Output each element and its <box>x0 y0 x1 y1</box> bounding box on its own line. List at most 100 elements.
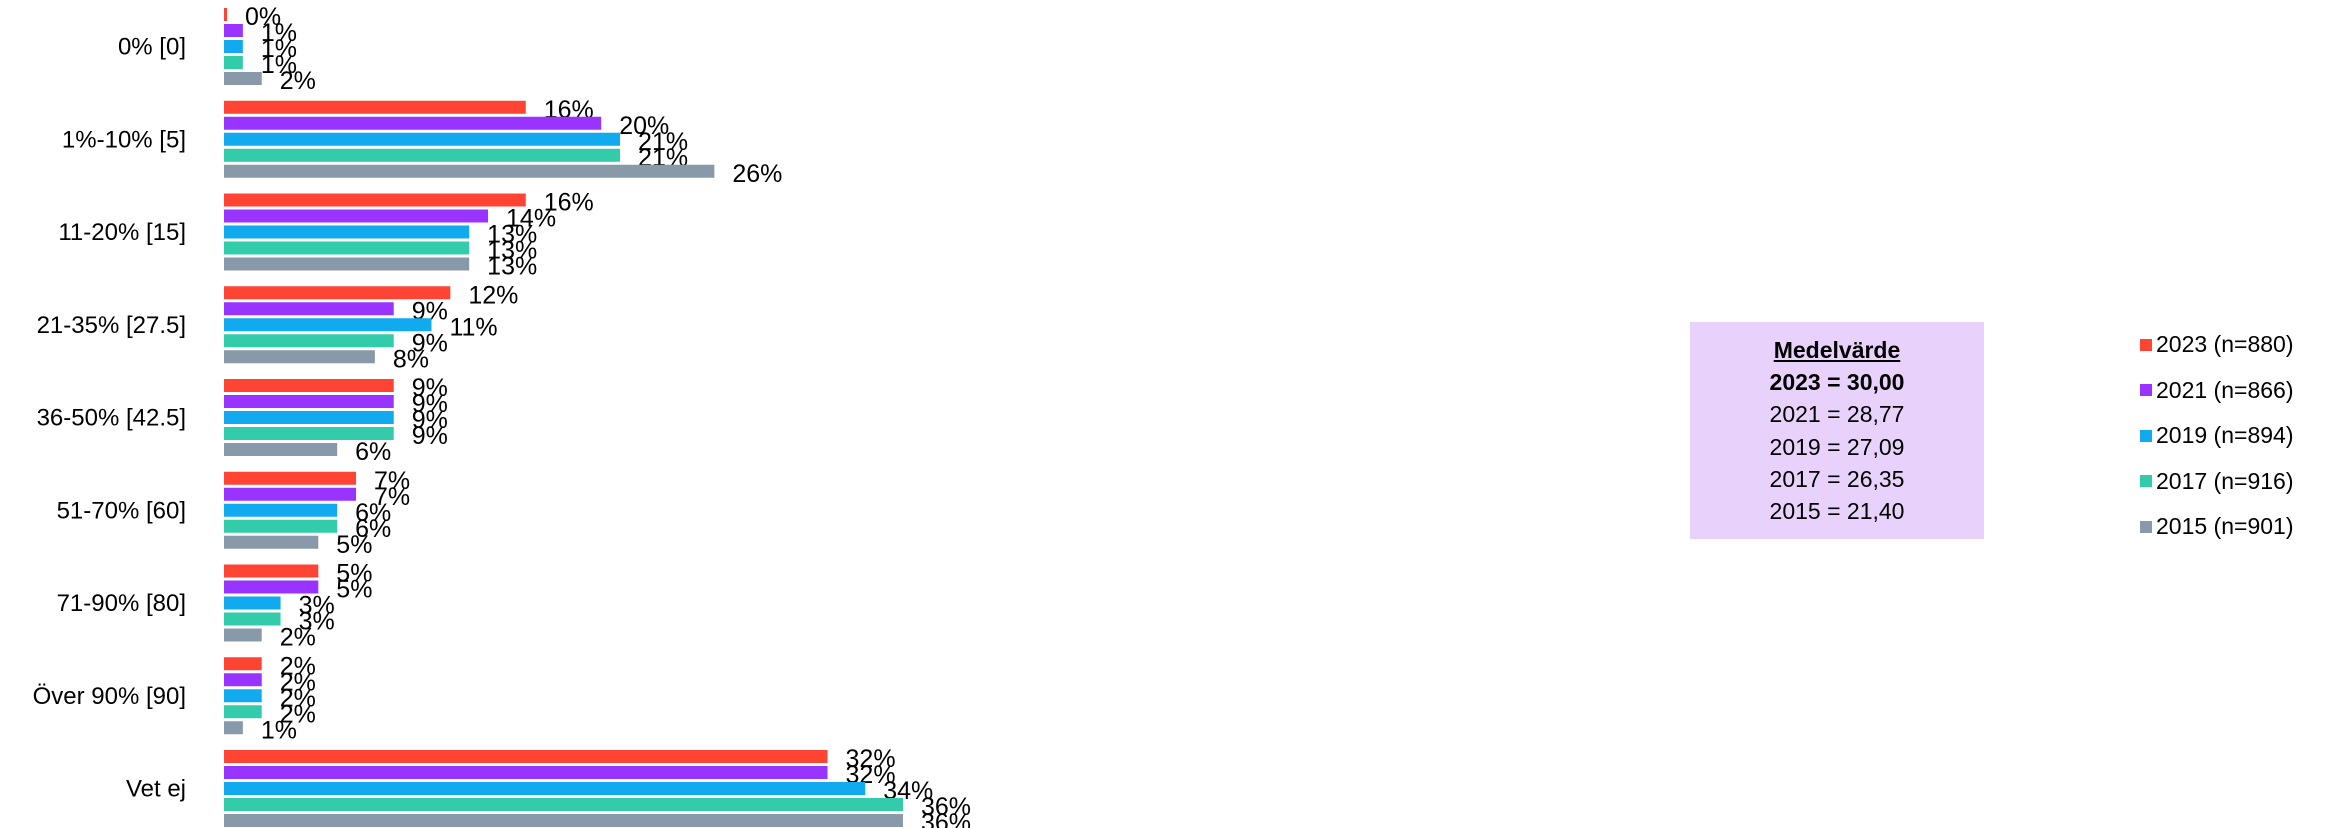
bar-2021-8 <box>224 766 828 779</box>
legend-swatch-2021 <box>2140 384 2152 397</box>
category-label-1-10-5: 1%-10% [5] <box>62 126 186 153</box>
bar-2021-7 <box>224 673 262 687</box>
mean-value-line-2017: 2017 = 26,35 <box>1769 465 1905 492</box>
data-label-2019-3: 11% <box>449 313 497 341</box>
data-label-2015-2: 13% <box>487 253 537 281</box>
data-label-2021-1: 20% <box>619 112 669 140</box>
data-label-2023-3: 12% <box>468 281 518 309</box>
legend-swatch-2017 <box>2140 475 2152 488</box>
data-label-2021-0: 1% <box>261 19 297 47</box>
bar-2017-7 <box>224 705 262 719</box>
bar-2023-5 <box>224 471 357 485</box>
bar-2015-8 <box>224 814 903 827</box>
legend-label-2023: 2023 (n=880) <box>2156 331 2294 358</box>
data-label-2019-0: 1% <box>261 35 297 63</box>
bar-2023-1 <box>224 100 526 114</box>
bar-2023-2 <box>224 193 526 207</box>
data-label-2017-6: 3% <box>299 608 335 636</box>
bar-2017-3 <box>224 334 394 348</box>
data-label-2023-5: 7% <box>374 467 410 495</box>
mean-value-box: Medelvärde 2023 = 30,00 2021 = 28,77 201… <box>1690 322 1984 539</box>
bar-2017-4 <box>224 427 394 440</box>
legend-item-2017: 2017 (n=916) <box>2140 459 2293 505</box>
bar-2015-0 <box>224 72 262 85</box>
mean-value-line-2015: 2015 = 21,40 <box>1769 498 1905 525</box>
mean-value-line-2023: 2023 = 30,00 <box>1769 369 1905 396</box>
data-label-2015-7: 1% <box>261 716 297 744</box>
data-label-2017-7: 2% <box>280 700 316 728</box>
data-label-2019-7: 2% <box>280 684 316 712</box>
bar-2021-0 <box>224 24 243 37</box>
bar-2019-4 <box>224 411 394 424</box>
bar-2015-4 <box>224 443 338 456</box>
data-label-2019-5: 6% <box>355 499 391 527</box>
bar-2019-1 <box>224 132 621 146</box>
category-label-vet-ej: Vet ej <box>126 776 186 803</box>
category-label-11-20-15: 11-20% [15] <box>58 219 186 246</box>
legend: 2023 (n=880) 2021 (n=866) 2019 (n=894) 2… <box>2140 322 2293 550</box>
data-label-2015-8: 36% <box>921 809 971 828</box>
bar-2015-5 <box>224 535 319 549</box>
data-label-2021-4: 9% <box>412 390 448 418</box>
data-label-2015-1: 26% <box>732 160 782 188</box>
category-label-0-0: 0% [0] <box>118 34 186 61</box>
bar-2021-1 <box>224 116 602 130</box>
bar-2017-2 <box>224 241 470 255</box>
legend-label-2017: 2017 (n=916) <box>2156 467 2294 494</box>
data-label-2023-4: 9% <box>412 374 448 402</box>
bar-2019-2 <box>224 225 470 239</box>
data-label-2021-5: 7% <box>374 483 410 511</box>
bar-2023-7 <box>224 657 262 671</box>
data-label-2023-8: 32% <box>846 745 896 773</box>
bar-2015-3 <box>224 350 375 364</box>
bar-2021-2 <box>224 209 489 223</box>
bar-2023-4 <box>224 379 394 392</box>
bar-2019-8 <box>224 782 866 795</box>
bar-2015-6 <box>224 628 262 642</box>
bar-2015-2 <box>224 257 470 271</box>
data-label-2023-0: 0% <box>245 3 281 31</box>
data-label-2021-2: 14% <box>506 205 556 233</box>
data-label-2023-7: 2% <box>280 652 316 680</box>
legend-swatch-2019 <box>2140 429 2152 442</box>
legend-label-2019: 2019 (n=894) <box>2156 422 2294 449</box>
data-label-2015-0: 2% <box>280 67 316 95</box>
bar-2021-3 <box>224 302 394 316</box>
bar-2023-8 <box>224 750 828 763</box>
bar-2017-0 <box>224 56 243 69</box>
bar-2023-6 <box>224 564 319 578</box>
bar-2015-7 <box>224 721 243 735</box>
legend-item-2015: 2015 (n=901) <box>2140 504 2293 550</box>
mean-value-title: Medelvärde <box>1773 337 1901 363</box>
category-label-71-90-80: 71-90% [80] <box>57 590 186 617</box>
data-label-2023-6: 5% <box>336 560 372 588</box>
legend-label-2015: 2015 (n=901) <box>2156 513 2294 540</box>
bar-2019-6 <box>224 596 281 610</box>
bar-2023-0 <box>224 8 227 21</box>
data-label-2019-6: 3% <box>299 592 335 620</box>
data-label-2015-3: 8% <box>393 345 429 373</box>
data-label-2019-2: 13% <box>487 221 537 249</box>
category-label-21-35-27-5: 21-35% [27.5] <box>37 312 186 339</box>
data-label-2019-1: 21% <box>638 128 688 156</box>
category-label-51-70-60: 51-70% [60] <box>57 497 186 524</box>
data-label-2017-0: 1% <box>261 51 297 79</box>
bar-2017-8 <box>224 798 903 811</box>
bar-2019-7 <box>224 689 262 703</box>
data-label-2023-2: 16% <box>544 189 594 217</box>
legend-item-2019: 2019 (n=894) <box>2140 413 2293 459</box>
bar-2019-5 <box>224 503 338 517</box>
legend-swatch-2023 <box>2140 338 2152 351</box>
data-label-2017-4: 9% <box>412 422 448 450</box>
data-label-2017-5: 6% <box>355 515 391 543</box>
data-label-2017-2: 13% <box>487 237 537 265</box>
bar-2021-5 <box>224 487 357 501</box>
bar-2023-3 <box>224 286 451 300</box>
legend-label-2021: 2021 (n=866) <box>2156 376 2294 403</box>
data-label-2015-6: 2% <box>280 624 316 652</box>
data-label-2019-4: 9% <box>412 406 448 434</box>
bar-2017-5 <box>224 519 338 533</box>
bar-2021-4 <box>224 395 394 408</box>
bar-2021-6 <box>224 580 319 594</box>
